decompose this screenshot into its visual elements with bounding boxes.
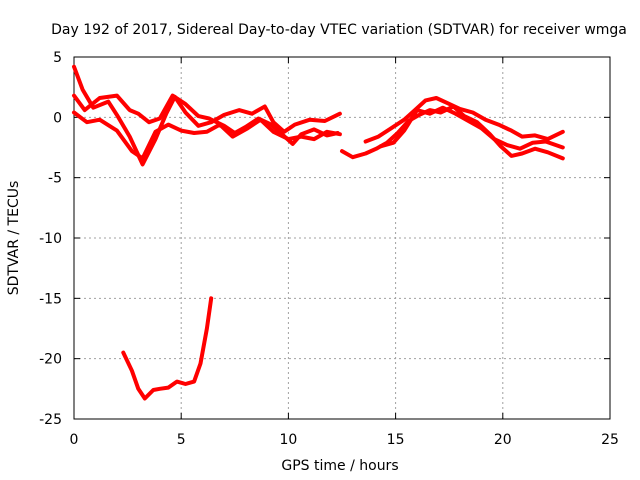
series-line-track-1 [72,64,342,167]
x-tick-label: 5 [177,432,186,448]
y-tick-label: -10 [39,231,62,247]
y-axis-label: SDTVAR / TECUs [6,181,22,296]
grid-lines [74,57,610,419]
series-line-track-7 [121,296,214,401]
axis-ticks: 0 5 10 15 20 25 5 0 -5 -10 -15 -20 -25 [39,50,619,448]
y-tick-label: 0 [53,110,62,126]
data-series [72,64,565,401]
x-tick-label: 25 [601,432,619,448]
x-tick-label: 20 [494,432,512,448]
y-tick-label: -15 [39,291,62,307]
series-line-track-6 [378,105,565,151]
series-line-track-5 [363,96,565,144]
y-tick-label: 5 [53,50,62,66]
chart-title: Day 192 of 2017, Sidereal Day-to-day VTE… [51,22,627,38]
series-line-track-3 [72,110,342,161]
y-tick-label: -25 [39,412,62,428]
x-axis-label: GPS time / hours [281,458,398,474]
x-tick-label: 0 [70,432,79,448]
y-tick-label: -20 [39,352,62,368]
x-tick-label: 15 [387,432,405,448]
series-line-track-2 [72,93,340,146]
x-tick-label: 10 [279,432,297,448]
y-tick-label: -5 [48,171,62,187]
